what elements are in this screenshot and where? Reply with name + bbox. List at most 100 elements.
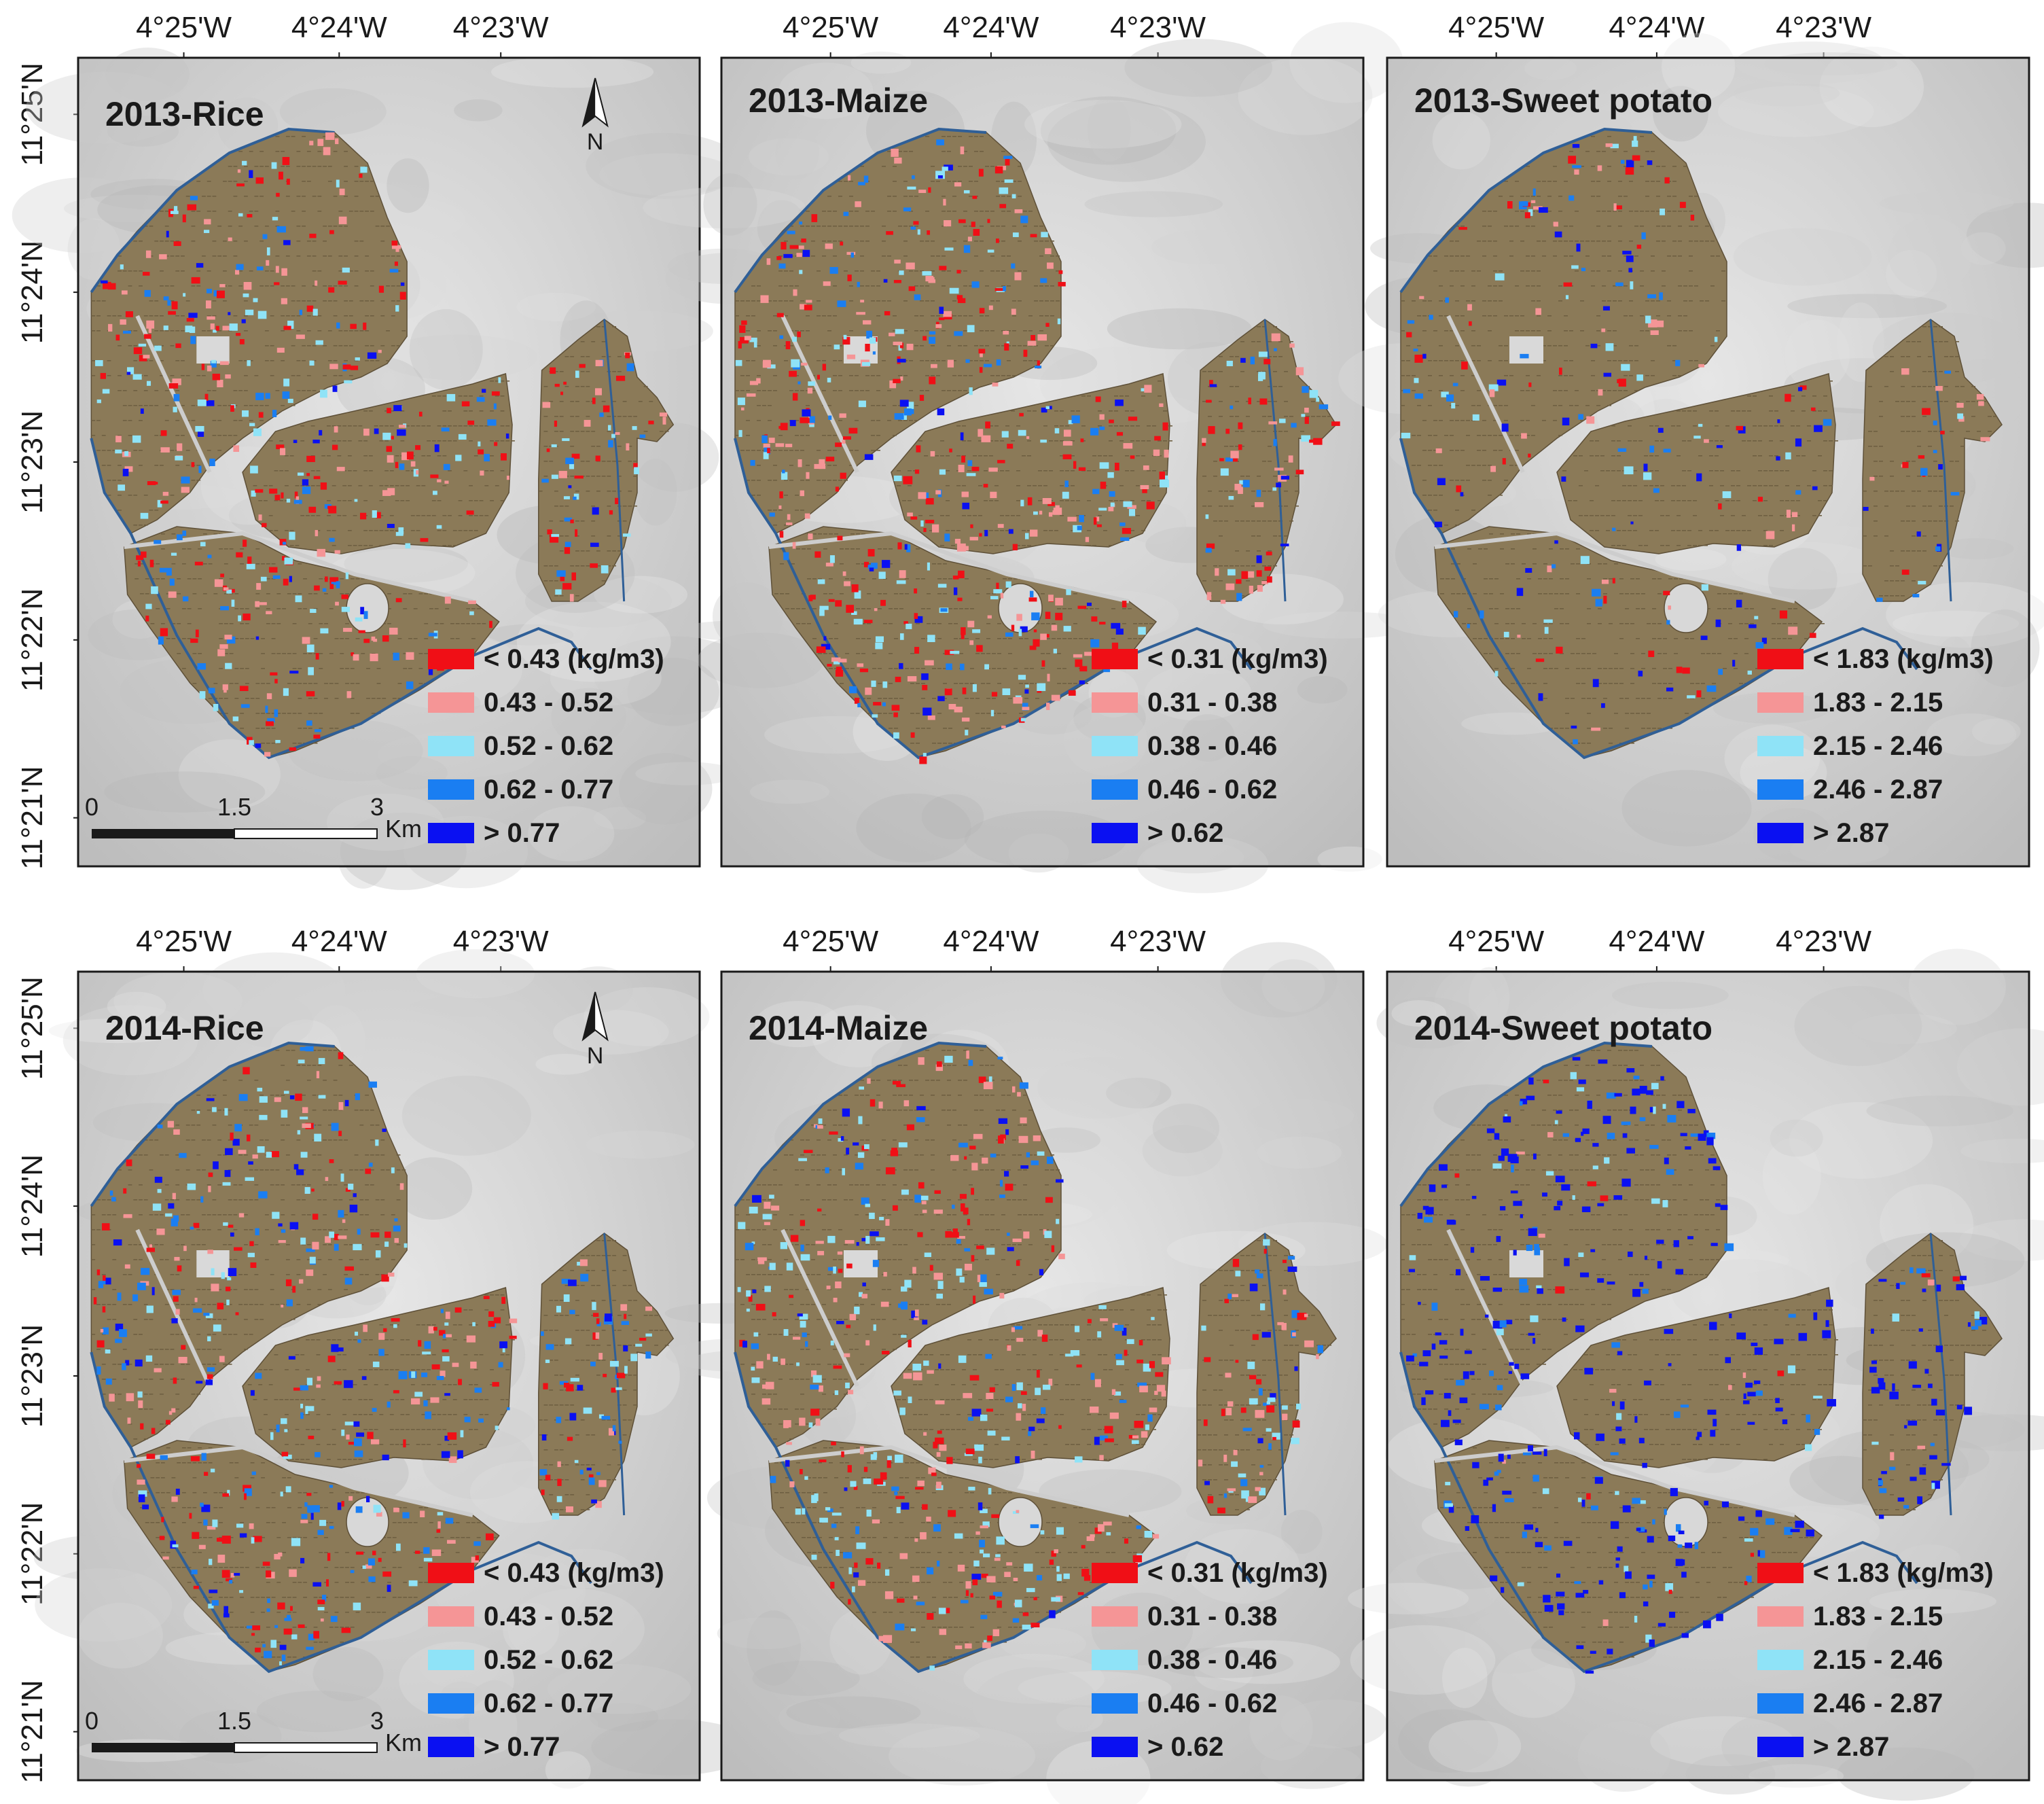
- productivity-cell: [639, 434, 646, 438]
- plot-divider: [1619, 668, 1624, 669]
- plot-divider: [811, 390, 815, 391]
- productivity-cell: [1254, 502, 1264, 508]
- plot-divider: [118, 270, 122, 272]
- plot-divider: [1516, 533, 1520, 535]
- productivity-cell: [1013, 696, 1023, 704]
- plot-divider: [833, 285, 837, 287]
- legend-label: > 0.62: [1147, 818, 1223, 848]
- plot-divider: [389, 530, 394, 531]
- plot-divider: [643, 431, 648, 432]
- productivity-cell: [1020, 626, 1028, 633]
- plot-divider: [1613, 300, 1617, 302]
- plot-divider: [1645, 211, 1649, 212]
- plot-divider: [789, 300, 793, 302]
- plot-divider: [931, 166, 935, 167]
- plot-divider: [133, 405, 138, 406]
- productivity-cell: [956, 295, 963, 300]
- productivity-cell: [1045, 248, 1052, 255]
- plot-divider: [1569, 226, 1573, 227]
- plot-divider: [1213, 520, 1217, 522]
- plot-divider: [838, 360, 842, 361]
- productivity-cell: [943, 311, 952, 317]
- legend-label: 0.43 - 0.52: [484, 688, 613, 718]
- plot-divider: [1651, 375, 1655, 376]
- plot-divider: [371, 653, 376, 654]
- productivity-cell: [205, 300, 211, 308]
- scale-tick-label: 0: [85, 793, 98, 821]
- plot-divider: [1488, 300, 1492, 302]
- productivity-cell: [191, 462, 195, 467]
- plot-divider: [1728, 608, 1732, 609]
- plot-divider: [240, 608, 244, 609]
- plot-divider: [1522, 623, 1526, 624]
- plot-divider: [1576, 743, 1580, 744]
- plot-divider: [963, 345, 967, 347]
- plot-divider: [312, 315, 317, 317]
- productivity-cell: [783, 552, 789, 561]
- plot-divider: [287, 653, 291, 654]
- plot-divider: [1046, 638, 1050, 639]
- plot-divider: [348, 315, 353, 317]
- plot-divider: [1667, 226, 1671, 227]
- plot-divider: [876, 285, 880, 287]
- plot-divider: [570, 476, 575, 477]
- plot-divider: [564, 506, 569, 507]
- plot-divider: [973, 455, 977, 457]
- plot-divider: [780, 593, 784, 595]
- productivity-cell: [874, 608, 878, 612]
- plot-divider: [1023, 226, 1027, 227]
- plot-divider: [1818, 500, 1822, 501]
- plot-divider: [791, 563, 795, 565]
- productivity-cell: [789, 370, 797, 377]
- plot-divider: [575, 416, 579, 417]
- plot-divider: [1807, 440, 1811, 442]
- productivity-cell: [195, 629, 199, 637]
- plot-divider: [338, 285, 343, 287]
- plot-divider: [112, 450, 117, 451]
- plot-divider: [310, 515, 315, 516]
- plot-divider: [1565, 713, 1569, 714]
- productivity-cell: [395, 249, 399, 252]
- plot-divider: [1054, 440, 1058, 442]
- productivity-cell: [903, 621, 908, 624]
- plot-divider: [942, 196, 946, 197]
- plot-divider: [149, 510, 154, 511]
- productivity-cell: [863, 175, 869, 183]
- plot-divider: [1537, 300, 1541, 302]
- plot-divider: [1433, 270, 1437, 272]
- plot-divider: [1001, 330, 1005, 332]
- plot-divider: [827, 315, 831, 317]
- plot-divider: [271, 728, 276, 729]
- plot-divider: [580, 386, 585, 387]
- plot-divider: [1791, 410, 1795, 412]
- productivity-cell: [1236, 593, 1242, 601]
- plot-divider: [217, 420, 222, 421]
- productivity-cell: [609, 510, 613, 515]
- plot-divider: [1493, 285, 1497, 287]
- plot-divider: [980, 360, 984, 361]
- plot-divider: [989, 425, 993, 427]
- plot-divider: [1007, 375, 1011, 376]
- plot-divider: [1056, 300, 1060, 302]
- plot-divider: [1060, 455, 1064, 457]
- plot-divider: [746, 315, 750, 317]
- productivity-cell: [169, 578, 175, 586]
- plot-divider: [1068, 683, 1072, 684]
- productivity-cell: [182, 530, 187, 536]
- plot-divider: [1655, 425, 1659, 427]
- plot-divider: [1450, 375, 1454, 376]
- plot-divider: [1014, 578, 1018, 580]
- plot-divider: [883, 548, 887, 550]
- plot-divider: [946, 485, 950, 487]
- plot-divider: [1619, 623, 1624, 624]
- plot-divider: [1284, 506, 1288, 507]
- productivity-cell: [971, 466, 980, 472]
- plot-divider: [354, 211, 359, 212]
- plot-divider: [279, 470, 284, 472]
- plot-divider: [312, 255, 317, 257]
- plot-divider: [1450, 285, 1454, 287]
- plot-divider: [1003, 578, 1007, 580]
- productivity-cell: [1006, 341, 1009, 344]
- plot-divider: [1630, 713, 1634, 714]
- plot-divider: [1511, 623, 1515, 624]
